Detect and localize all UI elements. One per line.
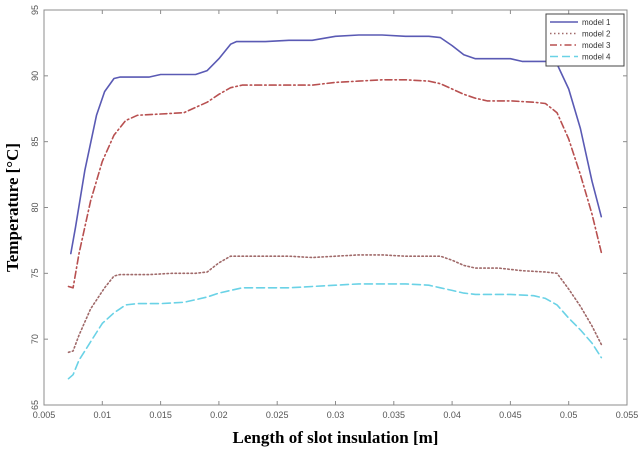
x-axis-ticks: 0.005 0.01 0.015 0.02 0.025 0.03 0.035 0.04 0.04… [33,10,638,420]
x-tick-label: 0.03 [327,410,345,420]
x-tick-label: 0.05 [560,410,578,420]
x-tick-label: 0.025 [266,410,289,420]
series-line-model-3 [67,79,603,289]
legend: model 1 model 2 model 3 model 4 [545,13,625,67]
series-lines [67,34,603,380]
plot-area [43,9,628,406]
y-tick-label: 65 [30,400,40,410]
x-tick-label: 0.035 [383,410,406,420]
y-tick-label: 90 [30,71,40,81]
x-tick-label: 0.015 [149,410,172,420]
y-tick-label: 95 [30,5,40,15]
legend-label: model 3 [582,41,611,50]
series-line-model-2 [67,254,603,354]
legend-label: model 2 [582,30,611,39]
y-tick-label: 85 [30,137,40,147]
x-tick-label: 0.02 [210,410,228,420]
y-tick-label: 70 [30,334,40,344]
series-line-model-1 [70,34,603,255]
x-tick-label: 0.01 [94,410,112,420]
legend-label: model 1 [582,18,611,27]
x-tick-label: 0.005 [33,410,56,420]
y-axis-ticks: 65 70 75 80 85 90 95 [30,5,627,410]
x-tick-label: 0.055 [616,410,638,420]
x-axis-title: Length of slot insulation [m] [233,428,439,447]
plot-frame [43,9,628,406]
series-line-model-4 [67,283,603,380]
x-tick-label: 0.04 [443,410,461,420]
y-tick-label: 75 [30,268,40,278]
y-tick-label: 80 [30,202,40,212]
legend-label: model 4 [582,53,611,62]
y-axis-title: Temperature [°C] [3,143,22,272]
x-tick-label: 0.045 [499,410,522,420]
